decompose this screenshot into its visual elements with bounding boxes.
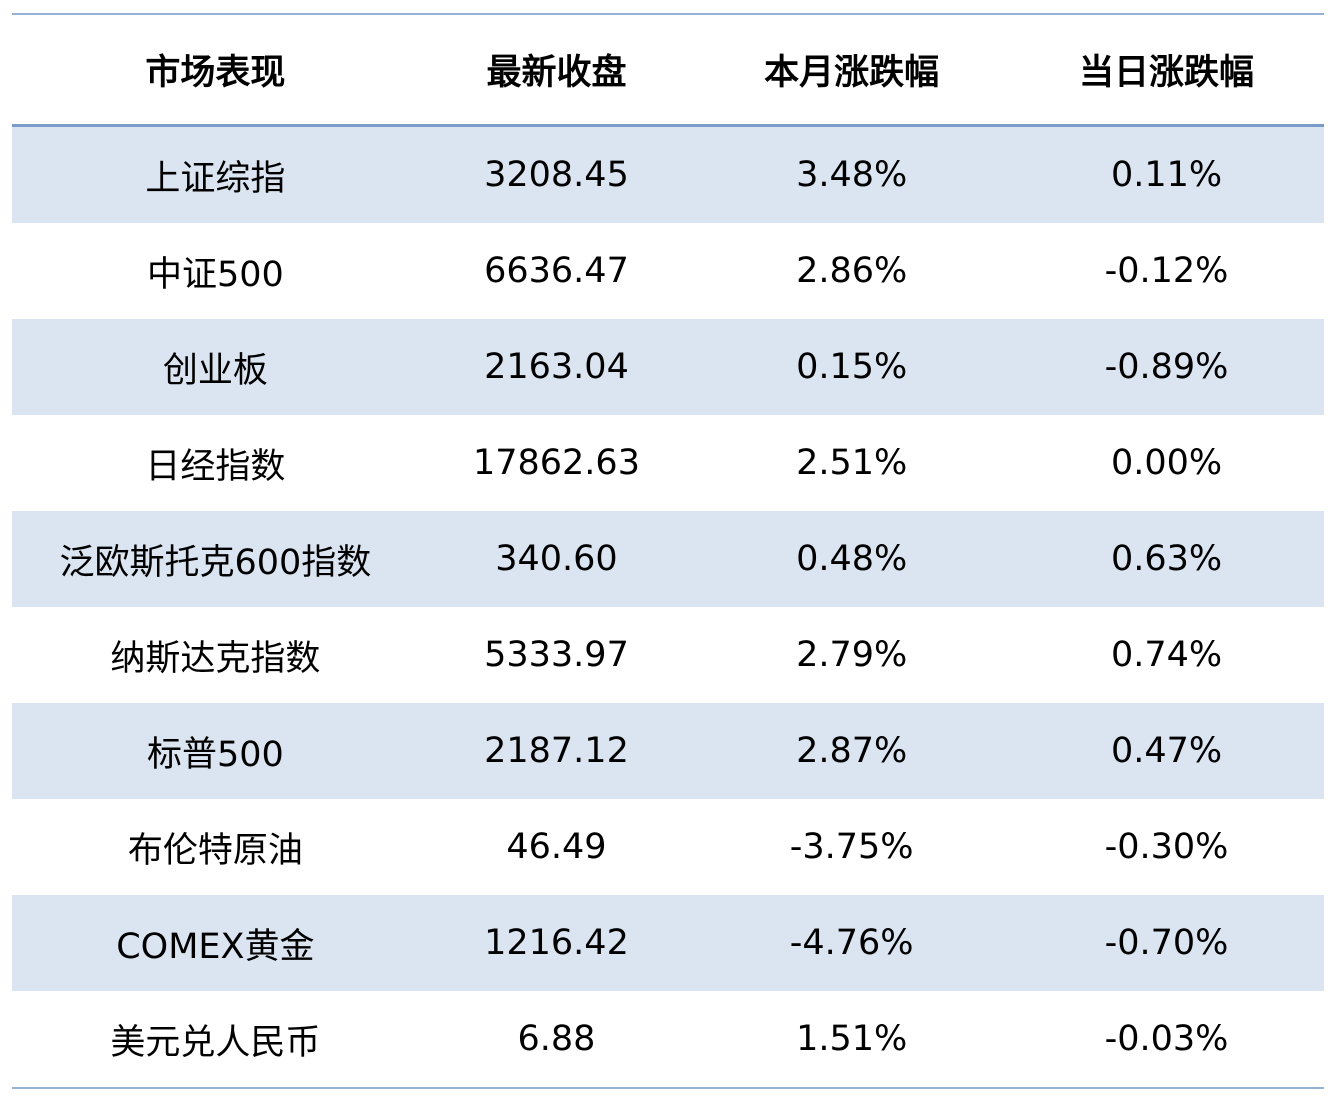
- month-change: 2.87%: [796, 731, 908, 771]
- market-name: 上证综指: [145, 158, 286, 199]
- day-change: 0.74%: [1110, 635, 1223, 675]
- month-change: 0.48%: [796, 539, 908, 579]
- market-name: COMEX黄金: [116, 926, 315, 967]
- table-row: 中证500 6636.47 2.86% -0.12%: [12, 223, 1324, 319]
- latest-close: 5333.97: [484, 635, 629, 675]
- latest-close: 6636.47: [484, 251, 629, 291]
- header-month-change: 本月涨跌幅: [764, 53, 940, 93]
- latest-close: 1216.42: [484, 923, 629, 963]
- table-row: 标普500 2187.12 2.87% 0.47%: [12, 703, 1324, 799]
- latest-close: 2163.04: [484, 347, 629, 387]
- month-change: 3.48%: [796, 155, 908, 195]
- month-change: 1.51%: [796, 1019, 908, 1059]
- header-latest-close: 最新收盘: [486, 53, 627, 93]
- month-change: -3.75%: [789, 827, 914, 867]
- table-row: 纳斯达克指数 5333.97 2.79% 0.74%: [12, 607, 1324, 703]
- market-name: 中证500: [146, 254, 284, 295]
- day-change: 0.11%: [1110, 155, 1223, 195]
- table-top-rule: [12, 13, 1324, 15]
- month-change: 0.15%: [796, 347, 908, 387]
- day-change: 0.47%: [1110, 731, 1223, 771]
- table-row: 泛欧斯托克600指数 340.60 0.48% 0.63%: [12, 511, 1324, 607]
- table-row: 美元兑人民币 6.88 1.51% -0.03%: [12, 991, 1324, 1087]
- latest-close: 340.60: [495, 539, 618, 579]
- day-change: 0.00%: [1110, 443, 1223, 483]
- table-row: 布伦特原油 46.49 -3.75% -0.30%: [12, 799, 1324, 895]
- latest-close: 2187.12: [484, 731, 629, 771]
- header-market: 市场表现: [145, 53, 286, 93]
- table-row: COMEX黄金 1216.42 -4.76% -0.70%: [12, 895, 1324, 991]
- month-change: 2.51%: [796, 443, 908, 483]
- table-bottom-rule: [12, 1087, 1324, 1089]
- latest-close: 6.88: [517, 1019, 596, 1059]
- table-row: 上证综指 3208.45 3.48% 0.11%: [12, 127, 1324, 223]
- market-name: 创业板: [162, 350, 268, 391]
- latest-close: 46.49: [506, 827, 607, 867]
- day-change: -0.03%: [1104, 1019, 1229, 1059]
- day-change: -0.89%: [1104, 347, 1229, 387]
- day-change: -0.12%: [1104, 251, 1229, 291]
- month-change: 2.79%: [796, 635, 908, 675]
- header-day-change: 当日涨跌幅: [1079, 53, 1255, 93]
- day-change: 0.63%: [1110, 539, 1223, 579]
- month-change: -4.76%: [789, 923, 914, 963]
- market-name: 日经指数: [145, 446, 286, 487]
- latest-close: 17862.63: [472, 443, 640, 483]
- day-change: -0.70%: [1104, 923, 1229, 963]
- market-name: 纳斯达克指数: [110, 638, 321, 679]
- market-performance-table: 市场表现 最新收盘 本月涨跌幅 当日涨跌幅 上证综指 3208.45 3.48%…: [12, 13, 1324, 1089]
- day-change: -0.30%: [1104, 827, 1229, 867]
- market-name: 泛欧斯托克600指数: [59, 542, 372, 583]
- latest-close: 3208.45: [484, 155, 629, 195]
- table-row: 创业板 2163.04 0.15% -0.89%: [12, 319, 1324, 415]
- market-name: 布伦特原油: [127, 830, 303, 871]
- month-change: 2.86%: [796, 251, 908, 291]
- market-name: 标普500: [146, 734, 284, 775]
- table-row: 日经指数 17862.63 2.51% 0.00%: [12, 415, 1324, 511]
- market-name: 美元兑人民币: [110, 1022, 321, 1063]
- table-header-row: 市场表现 最新收盘 本月涨跌幅 当日涨跌幅: [12, 15, 1324, 127]
